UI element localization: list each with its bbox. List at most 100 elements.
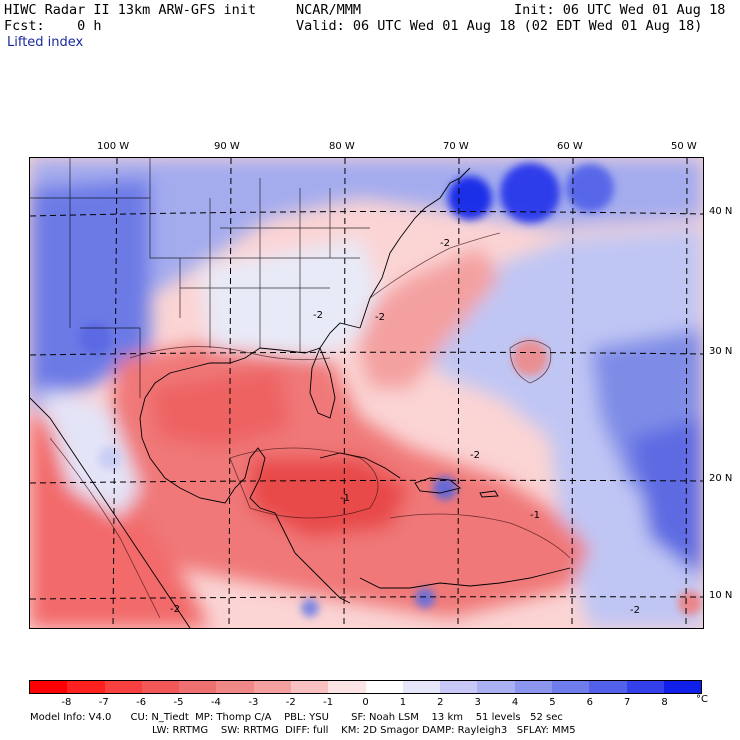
- patch-atlantic: [512, 340, 548, 376]
- contour-5: [389, 513, 571, 559]
- color-swatch: [402, 681, 441, 693]
- color-scale-label: 3: [474, 697, 481, 708]
- color-scale-label: 7: [624, 697, 631, 708]
- state-borders: [30, 158, 370, 398]
- organization-label: NCAR/MMM: [296, 2, 362, 18]
- atlantic-cool-region: [390, 228, 703, 628]
- color-scale-label: -7: [98, 697, 109, 708]
- patch-hispaniola: [433, 476, 457, 500]
- model-info-line-2: LW: RRTMG SW: RRTMG DIFF: full KM: 2D Sm…: [152, 725, 576, 736]
- mexico-pacific-coast: [30, 397, 191, 628]
- color-swatch: [440, 681, 478, 693]
- central-america: [179, 447, 351, 604]
- caribbean-core-warm: [250, 458, 410, 538]
- contour-label: -1: [340, 493, 350, 504]
- coastlines: [30, 167, 571, 628]
- gulf-core-warm: [150, 368, 290, 448]
- color-scale-unit: °C: [696, 694, 708, 705]
- cuba: [319, 452, 401, 479]
- lon-label-100w: 100 W: [97, 141, 130, 152]
- parallel-30n: [30, 351, 703, 356]
- border-9: [80, 327, 141, 398]
- color-swatch: [328, 681, 366, 693]
- color-scale-label: 5: [549, 697, 556, 708]
- patch-mexico: [98, 446, 122, 470]
- forecast-hour: Fcst: 0 h: [4, 18, 102, 34]
- lat-label-30n: 30 N: [709, 346, 733, 357]
- western-cool-region: [30, 178, 150, 398]
- contour-value-labels: -2 -2 -2 -2 -1 -2 -1 -2: [170, 238, 640, 616]
- color-swatch: [551, 681, 590, 693]
- contour-label: -1: [530, 510, 540, 521]
- map-title: HIWC Radar II 13km ARW-GFS init: [4, 2, 256, 18]
- northern-cool-region: [30, 158, 703, 418]
- patch-panama: [301, 599, 319, 617]
- contour-label: -2: [375, 312, 385, 323]
- color-swatch: [179, 681, 217, 693]
- color-scale-label: -4: [210, 697, 221, 708]
- contour-label: -2: [313, 310, 323, 321]
- color-scale-label: -2: [285, 697, 296, 708]
- meridian-50w: [685, 158, 688, 628]
- contour-2: [229, 447, 379, 519]
- parallel-20n: [30, 479, 703, 484]
- map-canvas: -2 -2 -2 -2 -1 -2 -1 -2: [30, 158, 703, 628]
- lon-label-90w: 90 W: [214, 141, 240, 152]
- color-swatch: [141, 681, 180, 693]
- lat-label-10n: 10 N: [709, 590, 733, 601]
- color-scale-label: 6: [586, 697, 594, 708]
- color-scale-label: 2: [437, 697, 444, 708]
- meridian-100w: [112, 158, 118, 628]
- meridian-80w: [343, 158, 346, 628]
- lon-label-60w: 60 W: [557, 141, 583, 152]
- color-swatch: [290, 681, 329, 693]
- color-swatch: [253, 681, 291, 693]
- patch-nova-scotia: [448, 176, 492, 220]
- contour-1: [129, 346, 331, 361]
- atlantic-warm-tongue: [350, 248, 500, 388]
- color-scale-label: -8: [61, 697, 72, 708]
- color-scale-label: 4: [511, 697, 519, 708]
- contour-label: -2: [630, 605, 640, 616]
- meridian-60w: [571, 158, 574, 628]
- parallel-40n: [30, 210, 703, 217]
- florida: [309, 346, 336, 419]
- hispaniola: [414, 477, 461, 494]
- meridian-90w: [228, 158, 232, 628]
- contour-label: -2: [170, 604, 180, 615]
- color-swatch: [663, 681, 702, 693]
- patch-atlantic-north-2: [566, 164, 614, 212]
- color-scale-label: -5: [173, 697, 184, 708]
- lat-label-20n: 20 N: [709, 473, 733, 484]
- lifted-index-map: -2 -2 -2 -2 -1 -2 -1 -2: [29, 157, 704, 629]
- patch-atlantic-north: [500, 163, 560, 223]
- contour-label: -2: [440, 238, 450, 249]
- color-scale-label: 1: [399, 697, 407, 708]
- color-scale-label: 0: [362, 697, 369, 708]
- init-time: Init: 06 UTC Wed 01 Aug 18: [514, 2, 726, 18]
- color-scale-label: 8: [661, 697, 668, 708]
- lat-label-40n: 40 N: [709, 206, 733, 217]
- color-swatch: [104, 681, 142, 693]
- lat-lon-grid: [30, 158, 703, 628]
- patch-texas: [79, 322, 111, 354]
- deep-cool-region-2: [630, 418, 703, 578]
- color-scale-bar: [29, 680, 702, 694]
- contour-6: [49, 437, 161, 619]
- lon-label-50w: 50 W: [671, 141, 697, 152]
- us-east-coast: [359, 167, 471, 329]
- contour-label: -2: [470, 450, 480, 461]
- color-scale-label: -3: [248, 697, 259, 708]
- color-swatch: [30, 681, 68, 693]
- valid-time: Valid: 06 UTC Wed 01 Aug 18 (02 EDT Wed …: [296, 18, 703, 34]
- parallel-10n: [30, 596, 703, 600]
- border-1: [30, 197, 181, 318]
- puerto-rico: [479, 490, 499, 498]
- lon-label-70w: 70 W: [443, 141, 469, 152]
- field-regions: [30, 158, 703, 628]
- color-swatch: [477, 681, 515, 693]
- color-swatch: [365, 681, 403, 693]
- color-scale-label: -6: [136, 697, 147, 708]
- color-swatch: [589, 681, 627, 693]
- color-scale-label: -1: [323, 697, 334, 708]
